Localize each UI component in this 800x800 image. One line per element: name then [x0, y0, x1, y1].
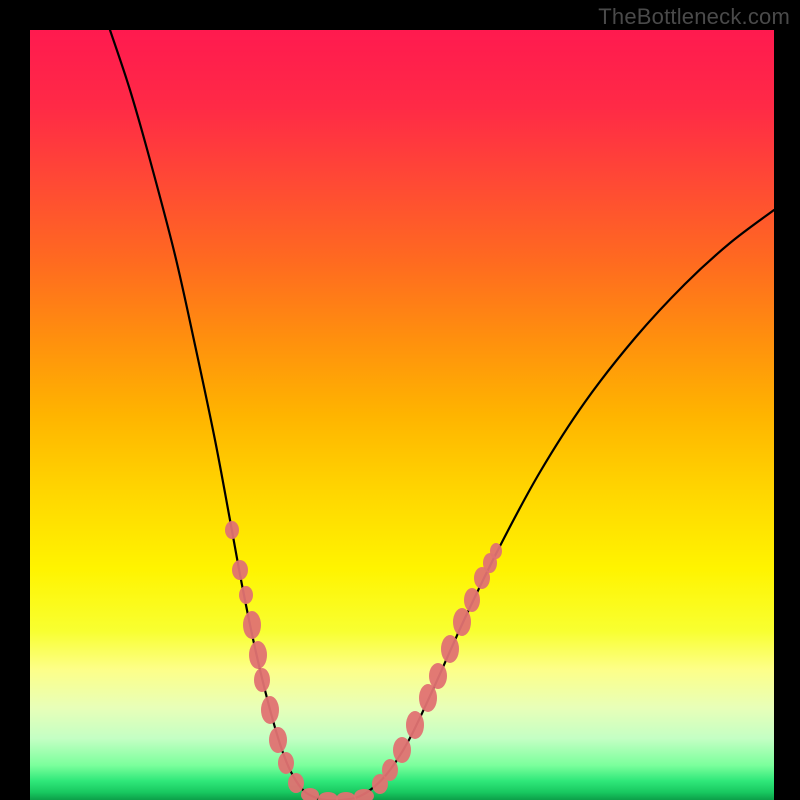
data-marker — [429, 663, 447, 689]
data-marker — [441, 635, 459, 663]
data-marker — [261, 696, 279, 724]
gradient-background — [30, 30, 774, 800]
data-marker — [254, 668, 270, 692]
data-marker — [232, 560, 248, 580]
data-marker — [249, 641, 267, 669]
watermark-text: TheBottleneck.com — [598, 4, 790, 30]
data-marker — [225, 521, 239, 539]
data-marker — [382, 759, 398, 781]
data-marker — [419, 684, 437, 712]
data-marker — [243, 611, 261, 639]
data-marker — [464, 588, 480, 612]
chart-container: TheBottleneck.com — [0, 0, 800, 800]
data-marker — [269, 727, 287, 753]
data-marker — [453, 608, 471, 636]
plot-area — [30, 30, 774, 800]
bottleneck-chart — [0, 0, 800, 800]
data-marker — [490, 543, 502, 559]
data-marker — [406, 711, 424, 739]
data-marker — [393, 737, 411, 763]
data-marker — [278, 752, 294, 774]
data-marker — [288, 773, 304, 793]
data-marker — [239, 586, 253, 604]
